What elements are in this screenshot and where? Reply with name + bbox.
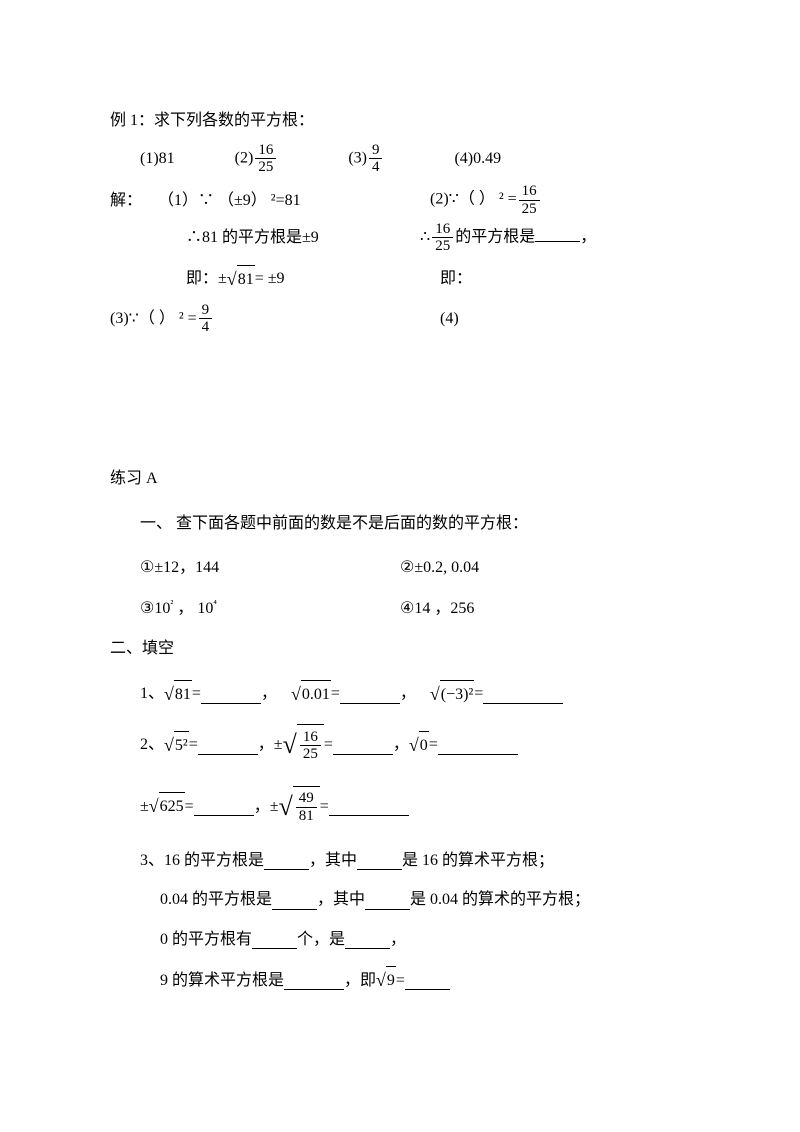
fill-3-line4: 9 的算术平方根是 ，即 √9 = xyxy=(110,966,690,995)
blank-field[interactable] xyxy=(272,890,317,909)
q1-row: ①±12，144 ②±0.2, 0.04 xyxy=(110,555,690,581)
solution-line-3: 即：±√81 = ±9 即： xyxy=(110,265,690,294)
fill-2b: ± √625 = ， ± √4981= xyxy=(110,786,690,828)
solution-line-4: (3)∵（ ） ² =94 (4) xyxy=(110,302,690,336)
section-2-heading: 二、填空 xyxy=(110,636,690,662)
fill-2: 2、 √5²= ， ± √1625= ， √0= xyxy=(110,724,690,766)
blank-field[interactable] xyxy=(252,930,297,949)
blank-field[interactable] xyxy=(357,851,402,870)
blank-field[interactable] xyxy=(264,851,309,870)
example-title: 例 1：求下列各数的平方根： xyxy=(110,108,690,134)
example-items: (1)81 (2)1625 (3)94 (4)0.49 xyxy=(110,142,690,176)
blank-field[interactable] xyxy=(535,222,580,241)
q2-row: ③10² ， 10⁴ ④14 ，256 xyxy=(110,596,690,622)
practice-title: 练习 A xyxy=(110,466,690,492)
item-3: (3)94 xyxy=(348,142,384,176)
blank-field[interactable] xyxy=(194,797,254,816)
item-1: (1)81 xyxy=(140,146,175,172)
fill-3-line3: 0 的平方根有 个，是 ， xyxy=(110,927,690,953)
blank-field[interactable] xyxy=(198,736,258,755)
blank-field[interactable] xyxy=(333,736,393,755)
section-1-heading: 一、 查下面各题中前面的数是不是后面的数的平方根： xyxy=(110,511,690,537)
blank-field[interactable] xyxy=(438,736,518,755)
blank-field[interactable] xyxy=(340,684,400,703)
blank-field[interactable] xyxy=(329,797,409,816)
fill-1: 1、 √81 = ， √0.01= ， √(−3)²= xyxy=(110,680,690,709)
item-4: (4)0.49 xyxy=(454,146,501,172)
blank-field[interactable] xyxy=(201,684,261,703)
blank-field[interactable] xyxy=(284,971,344,990)
blank-field[interactable] xyxy=(405,971,450,990)
solution-line-2: ∴81 的平方根是±9 ∴1625的平方根是， xyxy=(110,225,690,251)
blank-field[interactable] xyxy=(483,684,563,703)
item-2: (2)1625 xyxy=(235,142,279,176)
blank-field[interactable] xyxy=(345,930,390,949)
fill-3-line1: 3、16 的平方根是 ，其中 是 16 的算术平方根； xyxy=(110,848,690,874)
blank-field[interactable] xyxy=(365,890,410,909)
solution-line-1: 解： （1）∵ （±9） ²=81 (2)∵（ ） ² =1625 xyxy=(110,188,690,214)
fill-3-line2: 0.04 的平方根是 ，其中 是 0.04 的算术的平方根； xyxy=(110,887,690,913)
